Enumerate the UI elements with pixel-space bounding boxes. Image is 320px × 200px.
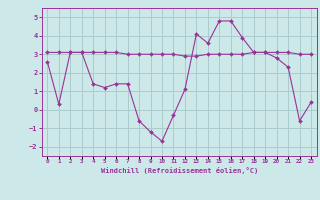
X-axis label: Windchill (Refroidissement éolien,°C): Windchill (Refroidissement éolien,°C) — [100, 167, 258, 174]
